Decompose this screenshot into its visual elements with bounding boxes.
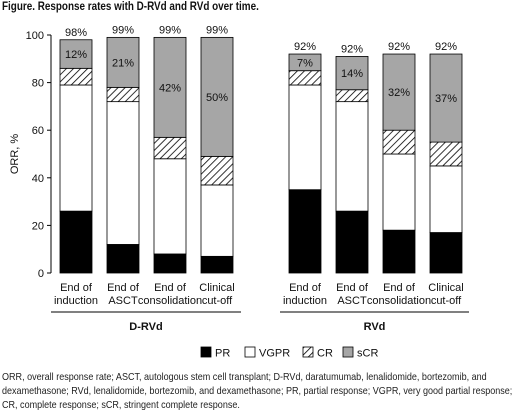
- bar-total-label: 92%: [435, 41, 457, 53]
- x-tick-label: induction: [54, 295, 98, 307]
- bar-total-label: 92%: [341, 43, 363, 55]
- bar-segment-pr: [106, 244, 140, 274]
- bar-segment-scr: [153, 36, 187, 138]
- bar-segment-scr: [382, 53, 416, 131]
- x-tick-label: Clinical: [199, 282, 234, 294]
- legend-label: PR: [215, 348, 230, 360]
- x-tick-label: End of: [60, 282, 93, 294]
- scr-value-label: 7%: [297, 57, 313, 69]
- bar-segment-vgpr: [382, 153, 416, 231]
- bar-segment-scr: [429, 53, 463, 143]
- bar-segment-vgpr: [59, 84, 93, 212]
- bar-segment-scr: [106, 36, 140, 88]
- y-tick-label: 40: [32, 173, 44, 185]
- x-tick-label: End of: [383, 282, 416, 294]
- bar-total-label: 99%: [159, 24, 181, 36]
- footnote-line: dexamethasone; RVd, lenalidomide, bortez…: [2, 385, 513, 398]
- bar-segment-pr: [382, 229, 416, 274]
- scr-value-label: 42%: [159, 82, 181, 94]
- bar-segment-pr: [200, 255, 234, 274]
- x-tick-label: consolidation: [138, 295, 202, 307]
- footnote-line: CR, complete response; sCR, stringent co…: [2, 399, 240, 412]
- bar-segment-vgpr: [200, 184, 234, 257]
- y-tick-label: 60: [32, 125, 44, 137]
- bar-segment-pr: [59, 210, 93, 274]
- bar-segment-pr: [153, 253, 187, 274]
- legend: PR VGPR CR sCR: [200, 346, 378, 360]
- bar-total-label: 99%: [112, 24, 134, 36]
- x-tick-label: consolidation: [367, 295, 431, 307]
- bar-segment-cr: [153, 136, 187, 160]
- legend-swatch-cr: [302, 346, 314, 358]
- x-tick-label: End of: [107, 282, 140, 294]
- footnote-line: ORR, overall response rate; ASCT, autolo…: [2, 371, 487, 383]
- x-tick-label: End of: [336, 282, 369, 294]
- bar-segment-cr: [429, 141, 463, 167]
- group-label: D-RVd: [129, 321, 162, 333]
- bar-segment-vgpr: [288, 84, 322, 191]
- bar-segment-cr: [59, 67, 93, 86]
- bar-total-label: 98%: [65, 27, 87, 39]
- bar-segment-cr: [335, 89, 369, 103]
- x-tick-label: End of: [289, 282, 322, 294]
- x-tick-label: ASCT: [108, 295, 138, 307]
- data-labels: 98% 12% 99% 21% 99% 42% 99% 50% 92% 7% 92% 14% 92% 32…: [65, 24, 457, 105]
- scr-value-label: 37%: [435, 93, 457, 105]
- scr-value-label: 14%: [341, 68, 363, 80]
- legend-swatch-scr: [342, 346, 354, 358]
- bar-segment-pr: [288, 189, 322, 274]
- bar-total-label: 99%: [206, 24, 228, 36]
- bar-segment-vgpr: [153, 158, 187, 255]
- bar-segment-vgpr: [335, 101, 369, 212]
- bar-total-label: 92%: [294, 41, 316, 53]
- bar-segment-cr: [200, 155, 234, 186]
- y-tick-label: 20: [32, 220, 44, 232]
- y-tick-label: 80: [32, 78, 44, 90]
- bar-segment-scr: [335, 56, 369, 91]
- figure-title: Figure. Response rates with D-RVd and RV…: [2, 1, 259, 13]
- legend-swatch-vgpr: [244, 346, 256, 358]
- legend-label: VGPR: [259, 348, 290, 360]
- bar-segment-vgpr: [106, 101, 140, 245]
- x-tick-label: cut-off: [431, 295, 462, 307]
- bar-segment-pr: [429, 232, 463, 274]
- bar-segment-cr: [288, 70, 322, 86]
- y-tick-label: 100: [26, 30, 44, 42]
- bar-segment-scr: [59, 39, 93, 69]
- scr-value-label: 50%: [206, 92, 228, 104]
- legend-label: sCR: [357, 348, 378, 360]
- scr-value-label: 32%: [388, 87, 410, 99]
- x-tick-label: cut-off: [202, 295, 233, 307]
- bar-segment-pr: [335, 210, 369, 274]
- bar-segment-vgpr: [429, 165, 463, 233]
- footnote: ORR, overall response rate; ASCT, autolo…: [2, 370, 518, 413]
- y-axis-label: ORR, %: [9, 134, 21, 175]
- bar-segment-scr: [200, 36, 234, 157]
- group-label: RVd: [364, 321, 386, 333]
- bar-total-label: 92%: [388, 41, 410, 53]
- x-tick-label: End of: [154, 282, 187, 294]
- y-tick-label: 0: [38, 268, 44, 280]
- legend-label: CR: [317, 348, 333, 360]
- x-tick-label: ASCT: [337, 295, 367, 307]
- x-tick-label: Clinical: [428, 282, 463, 294]
- bar-segment-cr: [382, 129, 416, 155]
- bar-segment-scr: [288, 53, 322, 72]
- scr-value-label: 12%: [65, 49, 87, 61]
- bars: [59, 36, 463, 274]
- legend-swatch-pr: [200, 346, 212, 358]
- scr-value-label: 21%: [112, 57, 134, 69]
- x-tick-label: induction: [283, 295, 327, 307]
- bar-segment-cr: [106, 86, 140, 103]
